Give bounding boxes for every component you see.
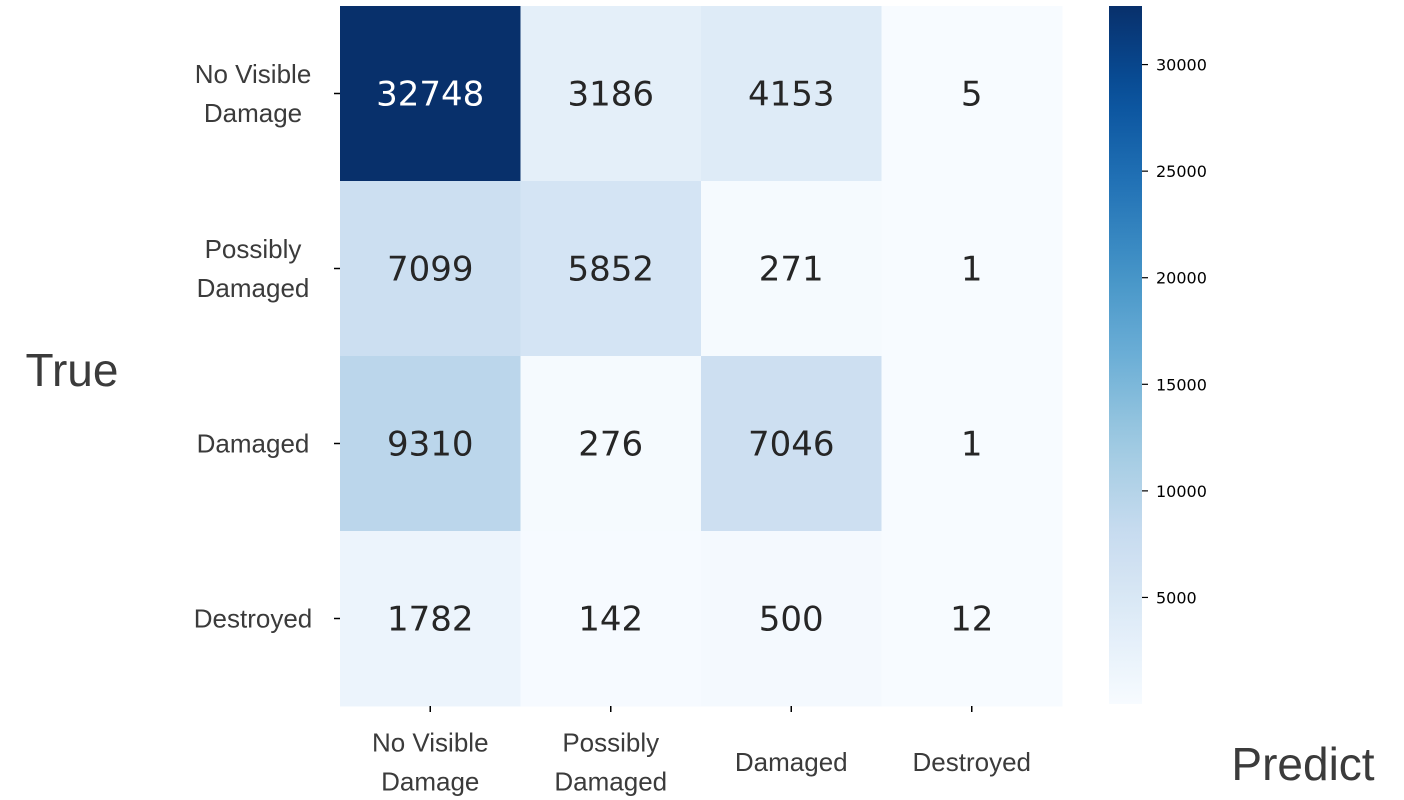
heatmap-cell: [340, 181, 521, 357]
x-tick-label: Damaged: [554, 767, 667, 797]
heatmap-cell: [881, 181, 1063, 357]
heatmap-cell: [701, 181, 882, 357]
heatmap-cell: [881, 6, 1063, 182]
x-tick-label: Destroyed: [913, 747, 1032, 777]
x-tick-label: No Visible: [372, 728, 489, 758]
x-axis-title: Predict: [1231, 738, 1374, 790]
heatmap-cell: [881, 356, 1063, 532]
cell-value-label: 1: [961, 425, 983, 465]
heatmap-cell: [701, 6, 882, 182]
cell-value-label: 5852: [567, 250, 654, 290]
cell-value-label: 9310: [387, 425, 474, 465]
y-tick-label: Damaged: [197, 273, 310, 303]
cell-value-label: 276: [578, 425, 643, 465]
colorbar-tick-label: 5000: [1156, 588, 1197, 607]
colorbar-tick-label: 10000: [1156, 482, 1207, 501]
cell-value-label: 500: [759, 600, 824, 640]
heatmap-cell: [520, 356, 702, 532]
y-tick-label: Possibly: [205, 234, 302, 264]
heatmap-cell: [520, 181, 702, 357]
cell-value-label: 7099: [387, 250, 474, 290]
heatmap-cell: [340, 531, 521, 707]
y-tick-label: Destroyed: [194, 604, 313, 634]
colorbar: 5000 10000 15000 20000 25000 30000: [1109, 6, 1207, 704]
cell-value-label: 271: [759, 250, 824, 290]
cell-value-label: 142: [578, 600, 643, 640]
x-tick-label: Damaged: [735, 747, 848, 777]
heatmap-cells: 32748 3186 4153 5 7099 5852 271 1 9310 276 7046 1 17…: [340, 6, 1063, 707]
cell-value-label: 4153: [748, 75, 835, 115]
colorbar-gradient: [1109, 6, 1142, 704]
heatmap-cell: [701, 531, 882, 707]
heatmap-cell: [881, 531, 1063, 707]
heatmap-cell: [340, 6, 521, 182]
x-tick-label: Damage: [381, 767, 479, 797]
cell-value-label: 5: [961, 75, 983, 115]
heatmap-cell: [340, 356, 521, 532]
y-tick-label: Damaged: [197, 429, 310, 459]
colorbar-tick-label: 30000: [1156, 56, 1207, 75]
cell-value-label: 3186: [567, 75, 654, 115]
cell-value-label: 1782: [387, 600, 474, 640]
heatmap-cell: [520, 6, 702, 182]
cell-value-label: 12: [950, 600, 993, 640]
colorbar-tick-label: 15000: [1156, 375, 1207, 394]
y-tick-label: No Visible: [195, 59, 312, 89]
heatmap-cell: [701, 356, 882, 532]
colorbar-tick-label: 20000: [1156, 269, 1207, 288]
cell-value-label: 32748: [376, 75, 484, 115]
y-axis-title: True: [26, 344, 119, 396]
x-tick-label: Possibly: [562, 728, 659, 758]
colorbar-tick-label: 25000: [1156, 162, 1207, 181]
heatmap-cell: [520, 531, 702, 707]
axis-tick-labels: No Visible Damage Possibly Damaged Damaged De…: [194, 59, 1031, 797]
cell-value-label: 7046: [748, 425, 835, 465]
y-tick-label: Damage: [204, 98, 302, 128]
cell-value-label: 1: [961, 250, 983, 290]
